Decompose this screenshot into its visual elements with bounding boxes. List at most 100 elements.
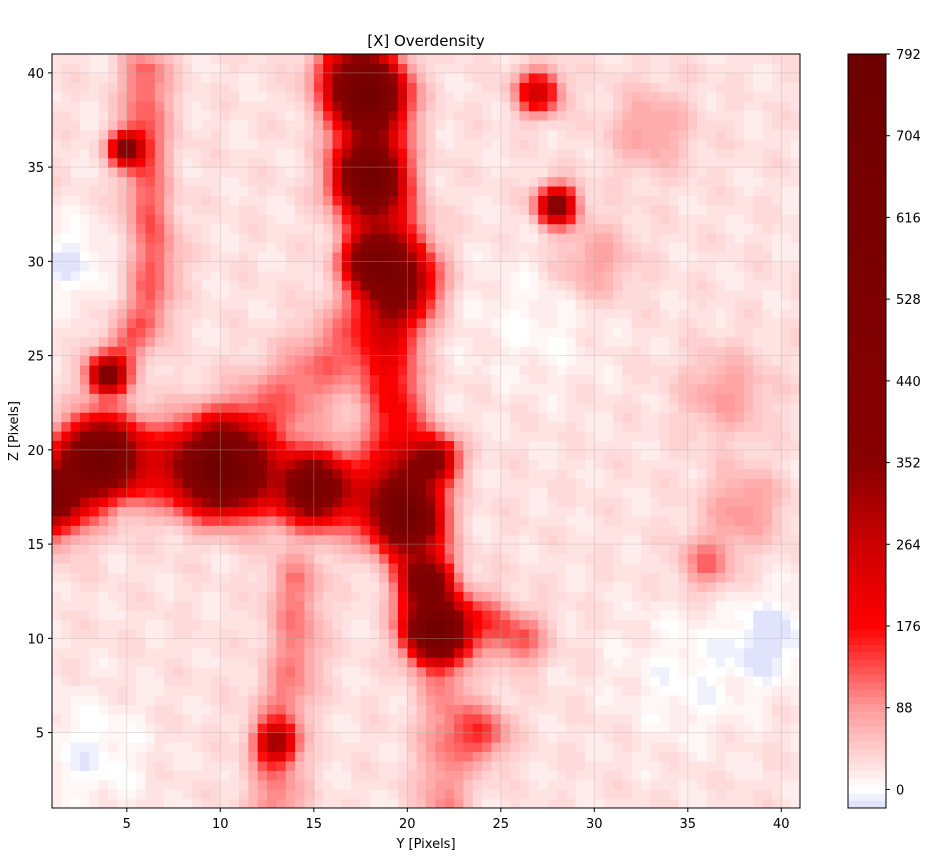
heatmap-cell [613,487,623,498]
heatmap-cell [584,157,595,168]
heatmap-cell [126,647,137,658]
heatmap-cell [248,365,259,376]
heatmap-cell [566,704,577,715]
heatmap-cell [61,72,72,83]
heatmap-cell [239,723,249,734]
heatmap-cell [435,478,446,489]
heatmap-cell [267,214,277,225]
heatmap-cell [117,402,128,413]
heatmap-cell [229,317,240,328]
heatmap-cell [304,694,315,705]
heatmap-cell [323,214,334,225]
heatmap-cell [613,431,623,442]
heatmap-cell [379,732,390,743]
heatmap-cell [285,148,296,159]
heatmap-cell [519,742,530,753]
heatmap-cell [248,713,259,724]
heatmap-cell [210,647,221,658]
heatmap-cell [61,440,72,451]
heatmap-cell [397,91,408,102]
heatmap-cell [126,185,137,196]
heatmap-cell [117,449,128,460]
heatmap-cell [566,600,577,611]
heatmap-cell [332,280,343,291]
heatmap-cell [435,779,446,790]
heatmap-cell [463,506,474,517]
heatmap-cell [61,393,72,404]
heatmap-cell [575,233,586,244]
heatmap-cell [538,676,549,687]
heatmap-cell [98,666,109,677]
heatmap-cell [220,383,231,394]
heatmap-cell [117,101,128,112]
heatmap-cell [220,789,231,800]
heatmap-cell [472,760,483,771]
heatmap-cell [70,402,81,413]
heatmap-cell [210,534,221,545]
heatmap-cell [276,704,287,715]
heatmap-cell [388,110,399,121]
heatmap-cell [89,185,100,196]
heatmap-cell [379,412,390,423]
heatmap-cell [556,299,567,310]
heatmap-cell [594,610,605,621]
heatmap-cell [210,195,221,206]
heatmap-cell [603,54,614,65]
heatmap-cell [397,619,408,630]
heatmap-cell [369,308,380,319]
heatmap-cell [108,534,119,545]
heatmap-cell [603,374,614,385]
heatmap-cell [566,185,577,196]
heatmap-cell [220,223,231,234]
heatmap-cell [472,110,483,121]
heatmap-cell [313,525,324,536]
heatmap-cell [210,478,221,489]
heatmap-cell [108,270,119,281]
heatmap-cell [388,553,399,564]
heatmap-cell [454,713,464,724]
heatmap-cell [538,449,549,460]
heatmap-cell [510,402,521,413]
heatmap-cell [304,704,315,715]
heatmap-cell [276,317,287,328]
heatmap-cell [117,270,128,281]
heatmap-cell [472,468,483,479]
heatmap-cell [229,251,240,262]
heatmap-cell [248,317,259,328]
heatmap-cell [519,270,530,281]
heatmap-cell [239,713,249,724]
heatmap-cell [89,487,100,498]
heatmap-cell [257,600,268,611]
heatmap-cell [220,336,231,347]
heatmap-cell [304,233,315,244]
heatmap-cell [575,82,586,93]
heatmap-cell [613,138,623,149]
heatmap-cell [80,676,90,687]
heatmap-cell [556,751,567,762]
heatmap-cell [173,242,184,253]
heatmap-cell [182,647,193,658]
heatmap-cell [145,72,156,83]
heatmap-cell [360,327,371,338]
heatmap-cell [332,704,343,715]
heatmap-cell [323,82,334,93]
heatmap-cell [164,723,175,734]
heatmap-cell [369,619,380,630]
heatmap-cell [210,402,221,413]
heatmap-cell [547,657,558,668]
heatmap-cell [426,72,436,83]
heatmap-cell [117,591,128,602]
heatmap-cell [594,346,605,357]
heatmap-cell [173,251,184,262]
heatmap-cell [444,779,455,790]
heatmap-cell [472,242,483,253]
heatmap-cell [257,223,268,234]
heatmap-cell [313,402,324,413]
heatmap-cell [510,393,521,404]
heatmap-cell [528,346,539,357]
heatmap-cell [351,742,362,753]
heatmap-cell [622,798,633,808]
heatmap-cell [454,440,464,451]
heatmap-cell [435,440,446,451]
heatmap-cell [52,101,62,112]
